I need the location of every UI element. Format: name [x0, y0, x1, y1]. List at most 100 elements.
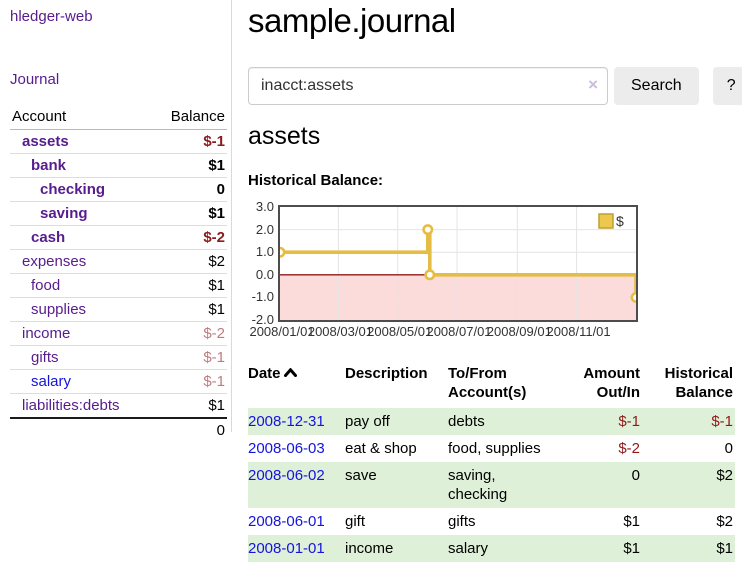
app: hledger-web Journal Account Balance asse…	[10, 0, 742, 562]
account-link-assets[interactable]: assets	[22, 133, 69, 150]
transaction-row: 2008-01-01 income salary $1 $1	[248, 535, 735, 562]
account-row: income $-2	[10, 321, 227, 346]
transaction-date-link[interactable]: 2008-12-31	[248, 413, 325, 430]
transaction-balance: $2	[716, 467, 733, 484]
account-balance: $-2	[151, 225, 227, 250]
accounts-total-value: 0	[151, 417, 227, 442]
account-link-expenses[interactable]: expenses	[22, 253, 87, 270]
main-content: sample.journal × Search ? assets Histori…	[232, 0, 742, 562]
search-button[interactable]: Search	[614, 67, 699, 105]
y-tick-label: 1.0	[255, 244, 274, 260]
account-balance: $-1	[151, 129, 227, 154]
account-row: saving $1	[10, 201, 227, 226]
transaction-row: 2008-06-03 eat & shop food, supplies $-2 0	[248, 435, 735, 462]
account-row: expenses $2	[10, 249, 227, 274]
transaction-accounts: food, supplies	[448, 440, 541, 457]
account-row: cash $-2	[10, 225, 227, 250]
transaction-balance: $1	[716, 540, 733, 557]
transaction-amount: $-2	[618, 440, 640, 457]
account-link-cash[interactable]: cash	[31, 229, 66, 246]
transaction-date-link[interactable]: 2008-06-03	[248, 440, 325, 457]
account-balance: $-1	[151, 369, 227, 394]
transaction-accounts: salary	[448, 540, 489, 557]
chart-title: Historical Balance:	[248, 172, 384, 189]
account-link-food[interactable]: food	[31, 277, 61, 294]
y-tick-label: 0.0	[255, 266, 274, 282]
x-tick-label: 2008/03/01	[307, 324, 373, 339]
account-link-salary[interactable]: salary	[31, 373, 72, 390]
balance-column-header: Balance	[151, 105, 227, 130]
transaction-date-link[interactable]: 2008-06-02	[248, 467, 325, 484]
x-tick-label: 2008/01/01	[249, 324, 315, 339]
legend-label: $	[616, 213, 624, 229]
account-column-header: Account	[10, 105, 152, 130]
account-heading: assets	[248, 122, 321, 150]
search-form: × Search ?	[248, 67, 742, 105]
account-link-liabilities-debts[interactable]: liabilities:debts	[22, 397, 120, 414]
transaction-description: gift	[345, 513, 366, 530]
register-table-body: 2008-12-31 pay off debts $-1 $-1 2008-06-03 ea…	[248, 408, 735, 562]
account-balance: $1	[151, 273, 227, 298]
transaction-balance: 0	[724, 440, 733, 457]
clear-search-icon[interactable]: ×	[588, 75, 598, 94]
sort-ascending-icon	[283, 367, 297, 377]
account-link-gifts[interactable]: gifts	[31, 349, 59, 366]
app-title-link[interactable]: hledger-web	[10, 8, 93, 25]
transaction-balance: $2	[716, 513, 733, 530]
accounts-table-header: Account Balance	[10, 105, 227, 130]
transaction-balance: $-1	[711, 413, 733, 430]
accounts-table-body: assets $-1 bank $1 checking 0 saving $1 cash $-2 e…	[10, 129, 227, 442]
account-balance: $1	[151, 201, 227, 226]
chart-legend: $	[598, 213, 624, 229]
transaction-row: 2008-12-31 pay off debts $-1 $-1	[248, 408, 735, 435]
sidebar-nav: Journal	[10, 71, 227, 88]
chart-x-axis: 2008/01/01 2008/03/01 2008/05/01 2008/07/01…	[249, 324, 742, 342]
date-column-header: Date	[248, 362, 345, 408]
account-link-income[interactable]: income	[22, 325, 71, 342]
transaction-accounts: debts	[448, 413, 485, 430]
account-link-supplies[interactable]: supplies	[31, 301, 87, 318]
transaction-description: income	[345, 540, 394, 557]
account-balance: $1	[151, 393, 227, 419]
register-table-header: Date Description To/From Account(s) Amou…	[248, 362, 735, 408]
x-tick-label: 2008/05/01	[367, 324, 433, 339]
legend-swatch	[598, 213, 614, 229]
transaction-row: 2008-06-01 gift gifts $1 $2	[248, 508, 735, 535]
account-balance: $1	[151, 153, 227, 178]
x-tick-label: 2008/11/01	[546, 324, 611, 339]
account-balance: 0	[151, 177, 227, 202]
account-row: bank $1	[10, 153, 227, 178]
transaction-description: save	[345, 467, 377, 484]
account-balance: $-2	[151, 321, 227, 346]
transaction-date-link[interactable]: 2008-01-01	[248, 540, 325, 557]
account-balance: $2	[151, 249, 227, 274]
sidebar-item-journal[interactable]: Journal	[10, 71, 60, 88]
account-link-bank[interactable]: bank	[31, 157, 67, 174]
transaction-amount: 0	[631, 467, 640, 484]
account-balance: $-1	[151, 345, 227, 370]
date-sort-link[interactable]: Date	[248, 365, 297, 382]
chart-plot-area: $	[278, 205, 638, 322]
account-link-checking[interactable]: checking	[40, 181, 106, 198]
search-input[interactable]	[248, 67, 608, 105]
description-column-header: Description	[345, 365, 428, 382]
transaction-amount: $1	[623, 513, 640, 530]
amount-column-header: Amount Out/In	[583, 365, 640, 401]
transaction-amount: $1	[623, 540, 640, 557]
accounts-table: Account Balance assets $-1 bank $1 checking 0…	[10, 105, 227, 442]
account-row: gifts $-1	[10, 345, 227, 370]
transaction-accounts: saving, checking	[448, 467, 508, 503]
y-tick-label: -1.0	[251, 289, 274, 305]
account-row: liabilities:debts $1	[10, 393, 227, 419]
y-tick-label: 2.0	[255, 221, 274, 237]
account-row: food $1	[10, 273, 227, 298]
transaction-row: 2008-06-02 save saving, checking 0 $2	[248, 462, 735, 508]
account-row: checking 0	[10, 177, 227, 202]
y-tick-label: 3.0	[255, 199, 274, 214]
transaction-description: eat & shop	[345, 440, 417, 457]
app-title: hledger-web	[10, 8, 227, 25]
x-tick-label: 2008/07/01	[426, 324, 492, 339]
account-link-saving[interactable]: saving	[40, 205, 88, 222]
transaction-date-link[interactable]: 2008-06-01	[248, 513, 325, 530]
help-button[interactable]: ?	[712, 67, 742, 105]
